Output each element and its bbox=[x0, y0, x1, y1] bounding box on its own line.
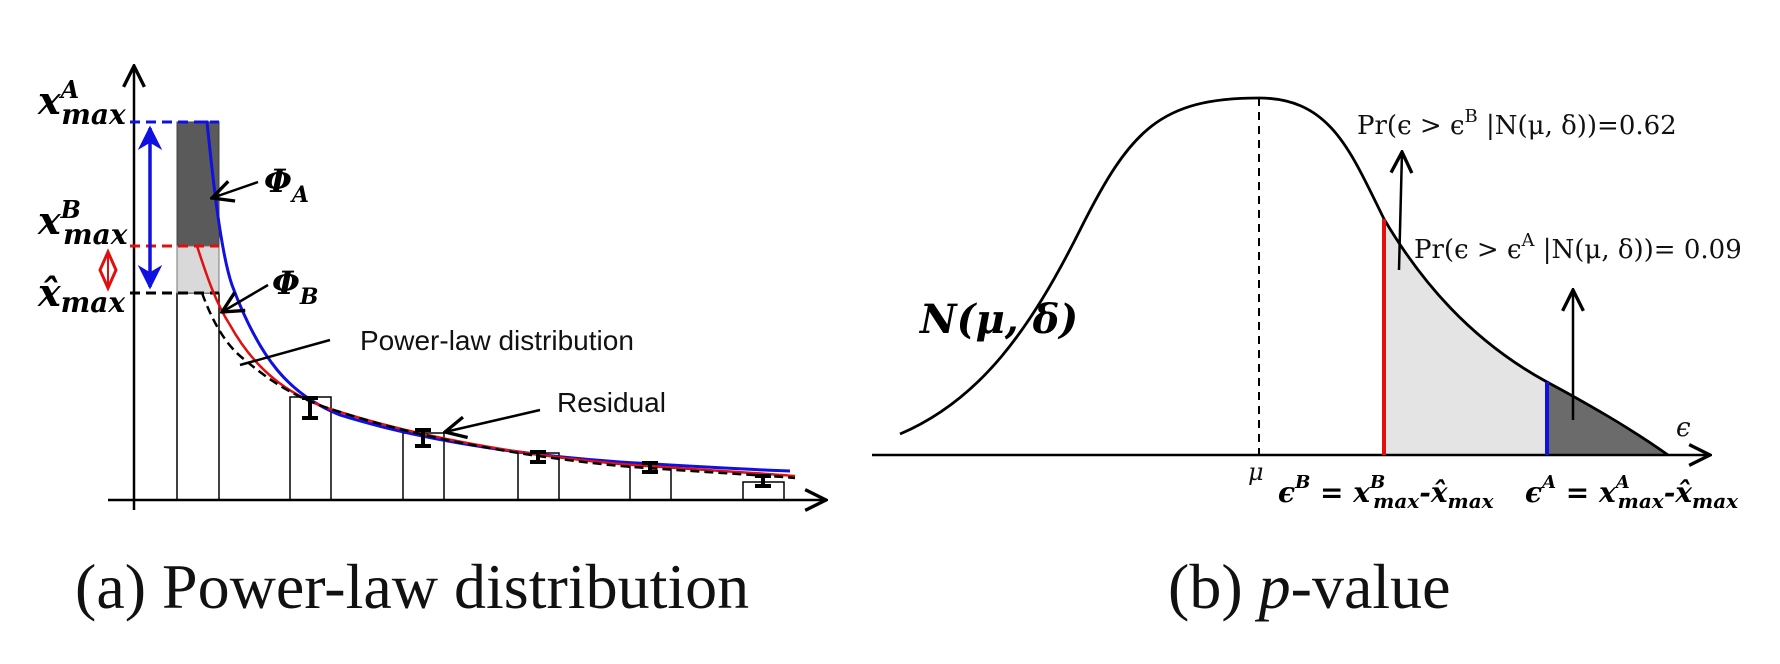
histogram-bar bbox=[517, 452, 560, 501]
blue-curve bbox=[203, 120, 791, 473]
residual-pointer bbox=[445, 408, 541, 432]
normal-label: N(μ, δ) bbox=[918, 296, 1078, 343]
phi-b-label: ΦB bbox=[272, 264, 318, 310]
normal-curve bbox=[899, 96, 1669, 457]
xmax-a-label: xA max bbox=[37, 75, 126, 131]
histogram-bar bbox=[176, 292, 220, 501]
residual-label: Residual bbox=[557, 387, 666, 418]
residual-error-bars bbox=[302, 396, 771, 488]
phi-a-pointer bbox=[212, 182, 259, 198]
fitted-curve bbox=[200, 292, 796, 480]
panel-b-p-value: N(μ, δ) μ ϵ Pr(ϵ > ϵB |N(μ, δ))=0.62 Pr(… bbox=[872, 96, 1742, 622]
phi-a-label: ΦA bbox=[264, 162, 309, 208]
powerlaw-label: Power-law distribution bbox=[360, 325, 634, 356]
red-curve bbox=[195, 245, 796, 478]
epsilon-a-equation: ϵA = xA max-x̂max bbox=[1525, 472, 1739, 513]
xmax-b-label: xB max bbox=[37, 195, 128, 251]
powerlaw-pointer bbox=[239, 338, 331, 367]
pr-b-label: Pr(ϵ > ϵB |N(μ, δ))=0.62 bbox=[1357, 106, 1677, 141]
epsilon-axis-label: ϵ bbox=[1676, 413, 1691, 443]
xmax-hat-label: x̂max bbox=[37, 270, 125, 319]
pr-b-arrow bbox=[1399, 152, 1402, 271]
phi-b-region bbox=[176, 245, 220, 294]
epsilon-b-equation: ϵB = xB max-x̂max bbox=[1278, 472, 1495, 513]
mu-label: μ bbox=[1248, 458, 1264, 486]
caption-a: (a) Power-law distribution bbox=[75, 551, 749, 622]
phi-b-pointer bbox=[222, 283, 269, 312]
caption-b: (b) p-value bbox=[1168, 551, 1451, 622]
panel-a-power-law: xA max xB max x̂max ΦA ΦB Power-law distri… bbox=[37, 66, 826, 622]
tail-dark-region bbox=[1547, 382, 1668, 455]
pr-a-label: Pr(ϵ > ϵA |N(μ, δ))= 0.09 bbox=[1414, 230, 1742, 265]
tail-light-region bbox=[1384, 219, 1547, 455]
